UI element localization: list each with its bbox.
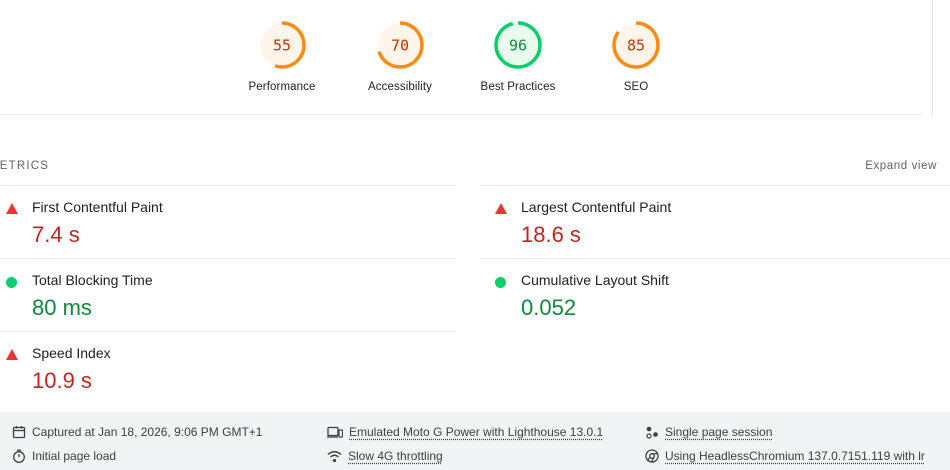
- gauge-fill: [614, 23, 658, 67]
- gauge-label: Best Practices: [480, 81, 556, 93]
- gauge-fill: [260, 23, 304, 67]
- expand-view-toggle[interactable]: Expand view: [865, 160, 937, 172]
- metric-value: 18.6 s: [521, 222, 581, 247]
- emulated-device-item[interactable]: Emulated Moto G Power with Lighthouse 13…: [327, 425, 603, 439]
- gauge-ring: 85: [612, 21, 660, 69]
- runtime-settings-footer: Captured at Jan 18, 2026, 9:06 PM GMT+1 …: [0, 412, 950, 470]
- report-header-panel: [0, 0, 933, 115]
- gauge-ring: 96: [494, 21, 542, 69]
- metric-value: 10.9 s: [32, 368, 92, 393]
- calendar-icon: [12, 426, 26, 439]
- chrome-icon: [645, 449, 659, 463]
- gauge-best-practices[interactable]: 96 Best Practices: [458, 20, 578, 93]
- metric-label: Cumulative Layout Shift: [521, 272, 669, 288]
- session-icon: [646, 426, 658, 439]
- gauge-ring: 55: [258, 21, 306, 69]
- fail-triangle-icon: [6, 347, 18, 365]
- emulated-device-link[interactable]: Emulated Moto G Power with Lighthouse 13…: [349, 425, 604, 439]
- gauge-score: 70: [391, 37, 409, 55]
- throttling-link[interactable]: Slow 4G throttling: [348, 449, 443, 463]
- browser-item[interactable]: Using HeadlessChromium 137.0.7151.119 wi…: [645, 449, 925, 463]
- pass-circle-icon: [6, 275, 17, 293]
- gauge-label: SEO: [623, 81, 649, 93]
- initial-load-text: Initial page load: [32, 449, 117, 463]
- metrics-header: METRICS Expand view: [0, 160, 950, 174]
- metric-label: Speed Index: [32, 345, 111, 361]
- metrics-title: METRICS: [0, 160, 50, 172]
- browser-link[interactable]: Using HeadlessChromium 137.0.7151.119 wi…: [665, 449, 925, 463]
- captured-at-item: Captured at Jan 18, 2026, 9:06 PM GMT+1: [12, 425, 262, 439]
- metric-label: First Contentful Paint: [32, 199, 163, 215]
- gauge-fill: [378, 23, 422, 67]
- score-gauges: 55 Performance 70 Accessibility 96 Best …: [0, 20, 950, 110]
- metric-value: 7.4 s: [32, 222, 80, 247]
- gauge-score: 55: [273, 37, 291, 55]
- fail-triangle-icon: [6, 201, 18, 219]
- metric-total-blocking-time: Total Blocking Time 80 ms: [0, 258, 456, 330]
- gauge-label: Performance: [248, 81, 316, 93]
- gauge-arc: [494, 21, 542, 69]
- gauge-score: 85: [627, 37, 645, 55]
- throttling-item[interactable]: Slow 4G throttling: [327, 449, 443, 463]
- gauge-arc: [258, 21, 306, 69]
- metric-speed-index: Speed Index 10.9 s: [0, 331, 456, 403]
- metric-cumulative-layout-shift: Cumulative Layout Shift 0.052: [480, 258, 950, 330]
- metric-value: 0.052: [521, 295, 577, 320]
- initial-load-item: Initial page load: [12, 449, 116, 463]
- timer-icon: [13, 449, 25, 463]
- captured-at-text: Captured at Jan 18, 2026, 9:06 PM GMT+1: [32, 425, 263, 439]
- gauge-label: Accessibility: [368, 81, 432, 93]
- wifi-icon: [327, 450, 342, 462]
- session-item[interactable]: Single page session: [645, 425, 772, 439]
- gauge-fill: [496, 23, 540, 67]
- pass-circle-icon: [495, 275, 506, 293]
- gauge-accessibility[interactable]: 70 Accessibility: [340, 20, 460, 93]
- metric-label: Total Blocking Time: [32, 272, 153, 288]
- gauge-arc: [612, 21, 660, 69]
- gauge-arc: [376, 21, 424, 69]
- devices-icon: [327, 426, 343, 438]
- metric-largest-contentful-paint: Largest Contentful Paint 18.6 s: [480, 185, 950, 257]
- header-divider: [0, 114, 922, 115]
- gauge-ring: 70: [376, 21, 424, 69]
- metric-first-contentful-paint: First Contentful Paint 7.4 s: [0, 185, 456, 257]
- gauge-performance[interactable]: 55 Performance: [222, 20, 342, 93]
- session-link[interactable]: Single page session: [665, 425, 773, 439]
- gauge-score: 96: [509, 37, 527, 55]
- fail-triangle-icon: [495, 201, 507, 219]
- metric-label: Largest Contentful Paint: [521, 199, 672, 215]
- metric-value: 80 ms: [32, 295, 92, 320]
- gauge-seo[interactable]: 85 SEO: [576, 20, 696, 93]
